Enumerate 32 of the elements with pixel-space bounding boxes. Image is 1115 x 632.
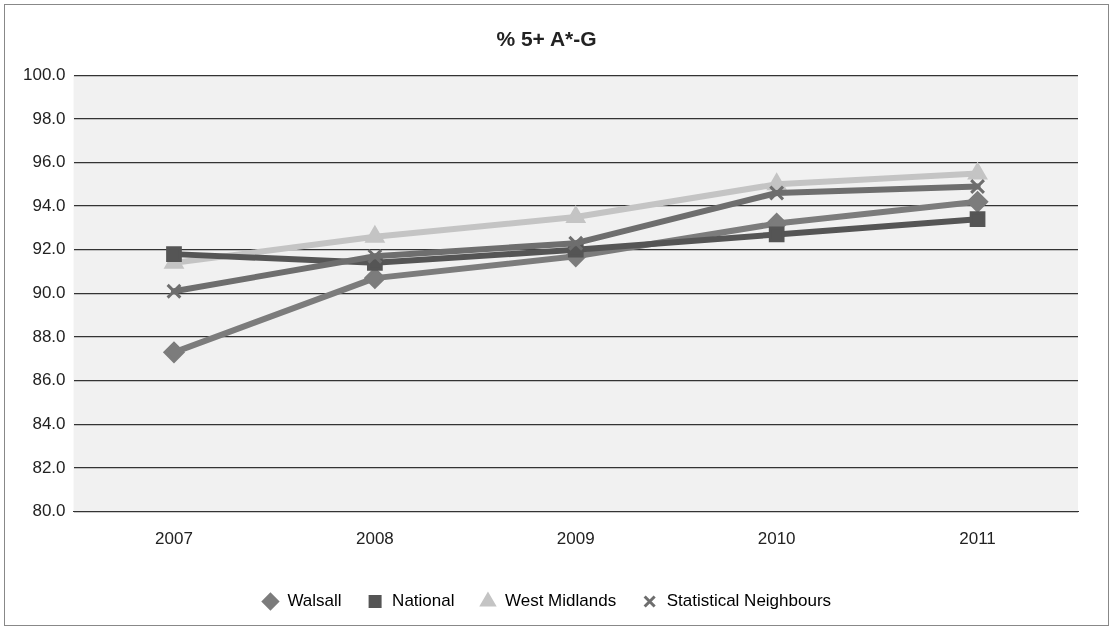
point	[166, 283, 182, 300]
x-tick-label: 2009	[556, 529, 595, 549]
y-tick-label: 96.0	[32, 152, 66, 172]
point	[969, 211, 986, 228]
point	[163, 341, 185, 363]
point	[367, 248, 383, 265]
point	[566, 206, 586, 224]
y-tick-label: 92.0	[32, 239, 66, 259]
chart-title: % 5+ A*-G	[496, 27, 597, 51]
x-tick-label: 2011	[959, 529, 996, 549]
y-tick-label: 94.0	[32, 195, 66, 215]
legend-label: Statistical Neighbours	[666, 591, 832, 611]
y-tick-label: 88.0	[32, 326, 66, 346]
y-tick-label: 86.0	[32, 370, 66, 390]
legend-label: West Midlands	[504, 591, 617, 611]
y-tick-label: 84.0	[32, 414, 66, 434]
x-tick-label: 2010	[757, 529, 796, 549]
x-tick-label: 2007	[155, 529, 193, 549]
y-tick-label: 100.0	[22, 64, 66, 84]
point	[768, 185, 785, 201]
y-tick-label: 82.0	[32, 457, 66, 477]
point	[567, 235, 584, 252]
point	[969, 178, 986, 195]
point	[768, 226, 785, 243]
y-tick-label: 90.0	[32, 283, 66, 303]
y-tick-label: 98.0	[32, 108, 66, 128]
point	[166, 246, 182, 262]
legend-label: National	[392, 591, 455, 611]
point	[967, 191, 989, 213]
y-tick-label: 80.0	[32, 501, 66, 521]
legend-label: Walsall	[287, 591, 342, 611]
x-tick-label: 2008	[355, 529, 394, 549]
